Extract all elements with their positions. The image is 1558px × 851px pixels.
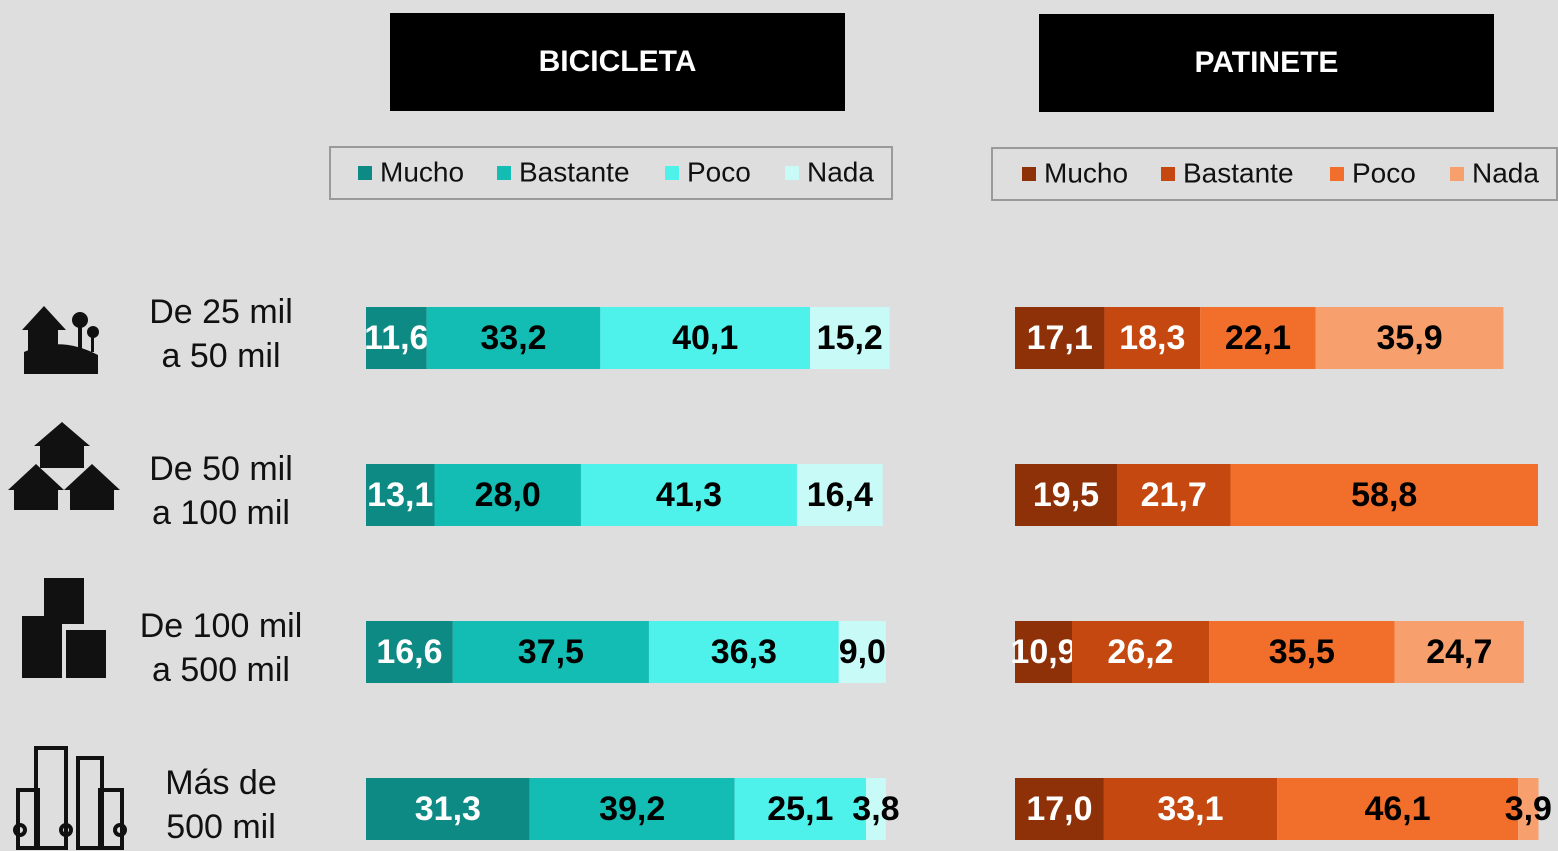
bar-segment: [1200, 307, 1316, 369]
legend-box: [329, 146, 893, 200]
bar-segment: [600, 307, 811, 369]
legend-swatch: [665, 166, 679, 180]
category-label: Más de: [165, 764, 277, 802]
legend-label: Mucho: [1044, 157, 1128, 188]
value-label: 21,7: [1141, 476, 1207, 514]
bar-segment: [734, 778, 866, 840]
title-box: [1039, 14, 1494, 112]
bar-segment: [1230, 464, 1538, 526]
bar-segment: [434, 464, 581, 526]
value-label: 19,5: [1033, 476, 1099, 514]
category-label: De 25 mil: [149, 293, 293, 331]
category-label: De 100 mil: [140, 607, 303, 645]
bar-segment: [452, 621, 649, 683]
legend-swatch: [1022, 167, 1036, 181]
category-label: a 50 mil: [161, 337, 280, 375]
value-label: 15,2: [817, 319, 883, 357]
bar-segment: [366, 307, 427, 369]
bar-segment: [366, 621, 453, 683]
chart-title: BICICLETA: [539, 45, 697, 78]
value-label: 13,1: [367, 476, 433, 514]
value-label: 58,8: [1351, 476, 1417, 514]
icon-houses: [8, 422, 120, 510]
chart-title: PATINETE: [1195, 46, 1339, 79]
bar-segment: [648, 621, 839, 683]
legend-swatch: [497, 166, 511, 180]
value-label: 37,5: [518, 633, 584, 671]
legend-swatch: [1161, 167, 1175, 181]
value-label: 41,3: [656, 476, 722, 514]
icon-city: [13, 746, 127, 850]
bar-segment: [1103, 778, 1278, 840]
bar-segment: [1015, 621, 1073, 683]
bar-segment: [1116, 464, 1231, 526]
legend-label: Bastante: [519, 156, 630, 187]
bar-segment: [1315, 307, 1504, 369]
legend-swatch: [1330, 167, 1344, 181]
value-label: 28,0: [475, 476, 541, 514]
legend-swatch: [785, 166, 799, 180]
category-label: a 100 mil: [152, 494, 290, 532]
bar-segment: [1277, 778, 1519, 840]
value-label: 3,8: [852, 790, 899, 828]
legend-label: Bastante: [1183, 157, 1294, 188]
value-label: 39,2: [599, 790, 665, 828]
legend-swatch: [1450, 167, 1464, 181]
value-label: 24,7: [1426, 633, 1492, 671]
bar-segment: [865, 778, 886, 840]
bar-segment: [1209, 621, 1395, 683]
value-label: 10,9: [1010, 633, 1076, 671]
value-label: 25,1: [767, 790, 833, 828]
legend-box: [991, 147, 1558, 201]
value-label: 33,2: [480, 319, 546, 357]
bar-segment: [366, 464, 435, 526]
bar-segment: [1015, 778, 1104, 840]
bar-segment: [1104, 307, 1201, 369]
category-label: 500 mil: [166, 808, 276, 846]
value-label: 17,1: [1027, 319, 1093, 357]
icon-town: [22, 306, 99, 374]
legend-swatch: [358, 166, 372, 180]
legend-label: Nada: [807, 156, 874, 187]
bar-segment: [1072, 621, 1210, 683]
value-label: 22,1: [1225, 319, 1291, 357]
bar-segment: [810, 307, 890, 369]
category-label: De 50 mil: [149, 450, 293, 488]
bar-segment: [1394, 621, 1524, 683]
value-label: 17,0: [1026, 790, 1092, 828]
bar-segment: [796, 464, 883, 526]
value-label: 36,3: [711, 633, 777, 671]
bar-segment: [529, 778, 735, 840]
value-label: 26,2: [1107, 633, 1173, 671]
value-label: 35,5: [1269, 633, 1335, 671]
value-label: 46,1: [1364, 790, 1430, 828]
bar-segment: [580, 464, 797, 526]
bar-segment: [426, 307, 601, 369]
value-label: 31,3: [415, 790, 481, 828]
legend-label: Nada: [1472, 157, 1539, 188]
category-label: a 500 mil: [152, 651, 290, 689]
bar-segment: [1015, 307, 1105, 369]
value-label: 33,1: [1157, 790, 1223, 828]
value-label: 16,4: [807, 476, 873, 514]
bar-segment: [1518, 778, 1539, 840]
value-label: 35,9: [1377, 319, 1443, 357]
bar-segment: [366, 778, 530, 840]
value-label: 11,6: [364, 319, 428, 357]
value-label: 3,9: [1505, 790, 1552, 828]
value-label: 18,3: [1119, 319, 1185, 357]
icon-buildings: [22, 578, 106, 678]
legend-label: Poco: [687, 156, 751, 187]
bar-segment: [1015, 464, 1117, 526]
legend-label: Poco: [1352, 157, 1416, 188]
value-label: 9,0: [839, 633, 886, 671]
value-label: 16,6: [376, 633, 442, 671]
bar-segment: [838, 621, 886, 683]
title-box: [390, 13, 845, 111]
value-label: 40,1: [672, 319, 738, 357]
legend-label: Mucho: [380, 156, 464, 187]
